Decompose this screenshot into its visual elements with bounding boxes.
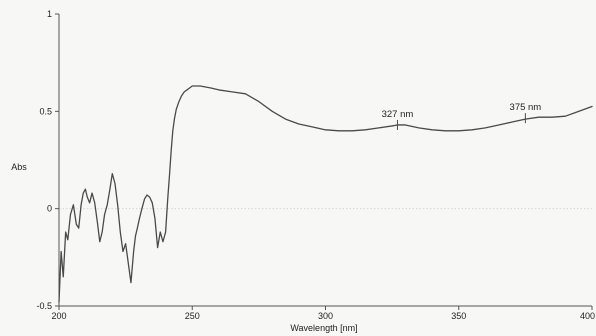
x-tick-label: 300 <box>318 311 333 321</box>
x-tick-label: 200 <box>51 311 66 321</box>
y-tick-label: -0.5 <box>36 301 52 311</box>
y-tick-label: 0.5 <box>39 106 52 116</box>
y-tick-label: 1 <box>47 9 52 19</box>
x-tick-label: 400 <box>580 311 595 321</box>
x-axis-label: Wavelength [nm] <box>290 323 357 333</box>
peak-label: 327 nm <box>382 109 414 120</box>
y-tick-label: 0 <box>47 204 52 214</box>
x-tick-label: 250 <box>185 311 200 321</box>
y-axis-label: Abs <box>11 162 27 172</box>
x-tick-label: 350 <box>451 311 466 321</box>
absorbance-series-line <box>58 85 593 303</box>
peak-label: 375 nm <box>510 102 542 113</box>
